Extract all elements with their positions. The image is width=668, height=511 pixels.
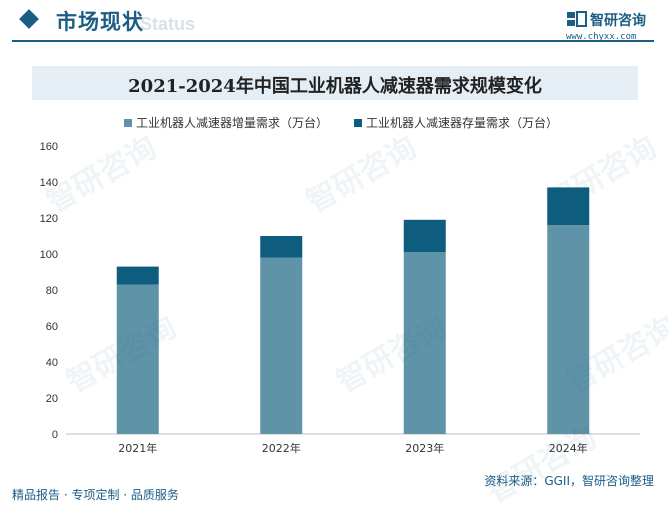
y-tick-label: 140	[40, 177, 58, 189]
y-tick-label: 0	[52, 429, 58, 441]
bar-increment	[547, 225, 590, 434]
y-tick-label: 120	[40, 213, 58, 225]
y-tick-label: 100	[40, 249, 58, 261]
x-tick-label: 2023年	[405, 441, 444, 455]
section-header: 市场现状 Status 智研咨询 www.chyxx.com	[0, 0, 668, 44]
bar-increment	[260, 257, 303, 434]
chart-title-bar: 2021-2024年中国工业机器人减速器需求规模变化	[32, 66, 638, 100]
legend-label-stock: 工业机器人减速器存量需求（万台）	[366, 116, 559, 130]
y-tick-label: 80	[46, 285, 58, 297]
bar-increment	[116, 284, 159, 434]
bar-stock	[260, 236, 303, 258]
section-title-ghost: Status	[140, 14, 196, 34]
y-tick-label: 20	[46, 393, 58, 405]
legend-swatch-stock	[354, 119, 362, 127]
chart-title: 2021-2024年中国工业机器人减速器需求规模变化	[128, 76, 542, 97]
y-tick-label: 40	[46, 357, 58, 369]
brand-url: www.chyxx.com	[566, 32, 637, 42]
bar-stock	[116, 266, 159, 285]
header-divider	[12, 40, 654, 42]
brand-name: 智研咨询	[590, 13, 646, 29]
legend-swatch-increment	[124, 119, 132, 127]
legend-label-increment: 工业机器人减速器增量需求（万台）	[136, 116, 329, 130]
bar-stock	[547, 187, 590, 226]
x-tick-label: 2024年	[549, 441, 588, 455]
y-tick-label: 60	[46, 321, 58, 333]
brand-logo-icon	[567, 11, 587, 27]
y-tick-label: 160	[40, 141, 58, 153]
bar-increment	[403, 252, 446, 434]
x-tick-label: 2022年	[262, 441, 301, 455]
x-tick-label: 2021年	[118, 441, 157, 455]
bar-stock	[403, 219, 446, 253]
section-title: 市场现状	[56, 10, 144, 34]
footer-tagline: 精品报告 · 专项定制 · 品质服务	[12, 488, 179, 502]
footer-source: 资料来源：GGII，智研咨询整理	[484, 474, 654, 488]
